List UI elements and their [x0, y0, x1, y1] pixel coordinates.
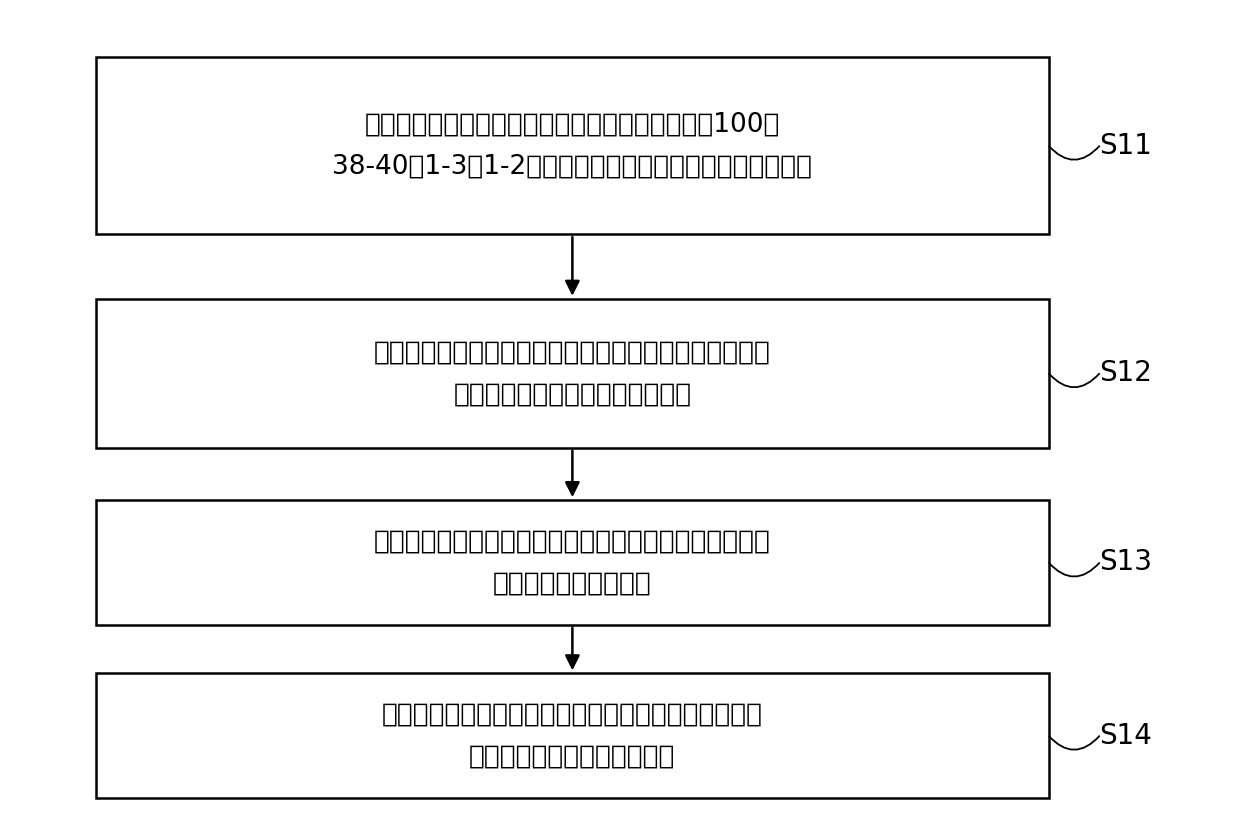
Text: 对还原物料进行干磨干选和电炉熔分处理，以获得半钢、
富钒钛尾矿和富钒钛渣: 对还原物料进行干磨干选和电炉熔分处理，以获得半钢、 富钒钛尾矿和富钒钛渣	[374, 529, 771, 597]
Text: S11: S11	[1100, 132, 1152, 159]
Text: S14: S14	[1100, 722, 1152, 749]
FancyBboxPatch shape	[97, 673, 1049, 798]
Text: S12: S12	[1100, 359, 1152, 387]
FancyBboxPatch shape	[97, 57, 1049, 234]
Text: S13: S13	[1100, 549, 1152, 576]
FancyBboxPatch shape	[97, 500, 1049, 625]
Text: 将钒钛磁铁精矿、高挥发分煤、粘结剂和聚集剂按100：
38-40：1-3：1-2比例进行配料、混匀和造球，以制得球团: 将钒钛磁铁精矿、高挥发分煤、粘结剂和聚集剂按100： 38-40：1-3：1-2…	[332, 112, 812, 180]
Text: 对半钢进行处理以获取铁产品，对富钒钛尾矿和富钒钛
渣进行处理以获取钒、钛产品: 对半钢进行处理以获取铁产品，对富钒钛尾矿和富钒钛 渣进行处理以获取钒、钛产品	[382, 701, 763, 769]
FancyBboxPatch shape	[97, 299, 1049, 448]
Text: 将球团送入转底炉并进行焙烧，以通过高挥发分煤对钒钛
磁铁精矿进行还原并产生还原物料: 将球团送入转底炉并进行焙烧，以通过高挥发分煤对钒钛 磁铁精矿进行还原并产生还原物…	[374, 339, 771, 407]
